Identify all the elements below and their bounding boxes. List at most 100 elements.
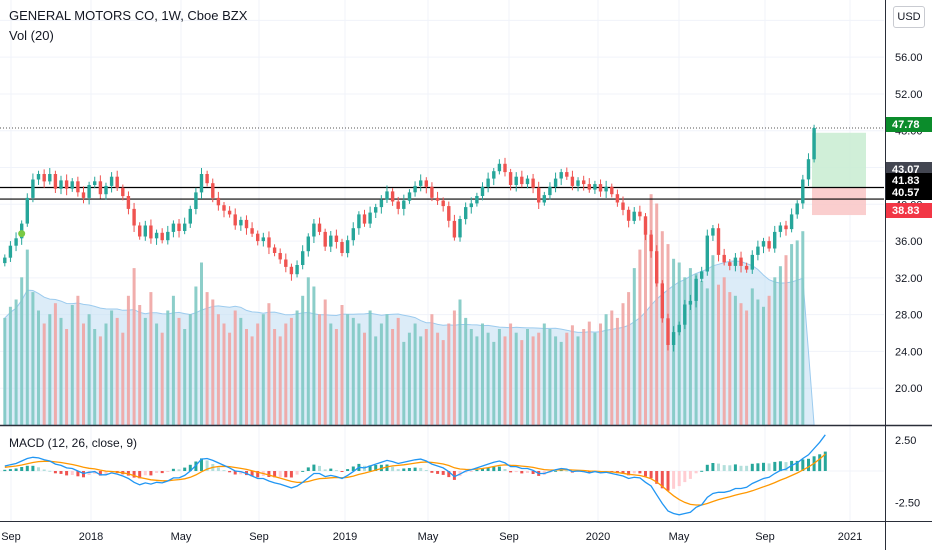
candle[interactable]	[357, 214, 361, 229]
candle[interactable]	[688, 300, 693, 305]
candle[interactable]	[655, 251, 659, 284]
candle[interactable]	[199, 174, 204, 193]
candle[interactable]	[109, 176, 114, 186]
candle[interactable]	[705, 235, 709, 272]
candle[interactable]	[3, 257, 7, 264]
candle[interactable]	[486, 178, 490, 187]
candle[interactable]	[188, 208, 192, 224]
candle[interactable]	[716, 228, 721, 255]
candle[interactable]	[312, 223, 316, 237]
candle[interactable]	[329, 235, 333, 247]
candle[interactable]	[407, 192, 412, 201]
candle[interactable]	[615, 194, 620, 203]
candle[interactable]	[301, 251, 305, 265]
candle[interactable]	[626, 209, 631, 221]
candle[interactable]	[469, 203, 473, 208]
candle[interactable]	[227, 210, 232, 215]
candle[interactable]	[503, 163, 507, 173]
candle[interactable]	[452, 220, 457, 238]
candle[interactable]	[306, 236, 310, 252]
candle[interactable]	[345, 240, 350, 254]
candle[interactable]	[166, 231, 170, 241]
candle[interactable]	[525, 178, 530, 185]
candle[interactable]	[323, 231, 327, 247]
candle[interactable]	[115, 176, 119, 188]
candle[interactable]	[87, 185, 91, 198]
candle[interactable]	[205, 174, 209, 184]
candle[interactable]	[132, 208, 136, 226]
candle[interactable]	[177, 223, 181, 231]
candle[interactable]	[666, 318, 670, 345]
candle[interactable]	[351, 228, 355, 241]
candle[interactable]	[402, 200, 406, 209]
candle[interactable]	[514, 176, 518, 185]
candle[interactable]	[542, 195, 546, 203]
candle[interactable]	[31, 179, 35, 198]
candle[interactable]	[801, 179, 805, 204]
candle[interactable]	[64, 180, 69, 189]
candle[interactable]	[267, 237, 271, 248]
symbol-title[interactable]: GENERAL MOTORS CO, 1W, Cboe BZX	[9, 8, 248, 23]
candle[interactable]	[795, 203, 799, 215]
candle[interactable]	[138, 225, 142, 237]
candle[interactable]	[576, 180, 580, 186]
candle[interactable]	[81, 192, 86, 198]
candle[interactable]	[340, 242, 344, 253]
candle[interactable]	[683, 304, 687, 325]
candle[interactable]	[475, 196, 479, 204]
candle[interactable]	[593, 184, 597, 190]
candle[interactable]	[638, 211, 642, 217]
candle[interactable]	[789, 214, 794, 230]
candle[interactable]	[694, 278, 698, 301]
stop-zone[interactable]	[812, 187, 866, 216]
candle[interactable]	[570, 176, 575, 186]
candle[interactable]	[42, 174, 46, 182]
candle[interactable]	[480, 186, 485, 196]
candle[interactable]	[806, 159, 811, 180]
candle[interactable]	[492, 171, 496, 179]
candle[interactable]	[284, 259, 288, 267]
candle[interactable]	[233, 214, 237, 226]
candle[interactable]	[171, 223, 176, 232]
candle[interactable]	[374, 207, 378, 213]
candle[interactable]	[121, 187, 125, 197]
candle[interactable]	[435, 197, 440, 201]
candle[interactable]	[660, 283, 664, 319]
candle[interactable]	[272, 247, 277, 254]
candle[interactable]	[430, 186, 434, 198]
candle[interactable]	[154, 232, 159, 239]
candle[interactable]	[458, 219, 462, 238]
candle[interactable]	[239, 219, 243, 226]
candle[interactable]	[183, 223, 187, 231]
candle[interactable]	[565, 172, 569, 177]
candle[interactable]	[143, 225, 147, 237]
target-zone[interactable]	[812, 132, 866, 188]
candle[interactable]	[317, 223, 322, 232]
candle[interactable]	[773, 231, 777, 249]
candle[interactable]	[733, 257, 738, 266]
candle[interactable]	[621, 202, 625, 210]
candle[interactable]	[8, 245, 13, 258]
candle[interactable]	[250, 228, 254, 234]
candle[interactable]	[812, 128, 816, 160]
candle[interactable]	[728, 262, 732, 266]
candle[interactable]	[649, 234, 653, 252]
candle[interactable]	[587, 184, 591, 190]
candle[interactable]	[222, 205, 226, 211]
candle[interactable]	[396, 201, 400, 209]
signal-marker[interactable]	[18, 230, 26, 238]
candle[interactable]	[98, 181, 103, 195]
candle[interactable]	[553, 178, 558, 187]
candle[interactable]	[537, 187, 541, 203]
candle[interactable]	[256, 233, 260, 242]
candle[interactable]	[76, 181, 80, 193]
candle[interactable]	[261, 237, 265, 242]
candle[interactable]	[211, 183, 215, 198]
volume-study-label[interactable]: Vol (20)	[9, 28, 54, 43]
candle[interactable]	[464, 207, 468, 220]
candle[interactable]	[671, 332, 676, 345]
candle[interactable]	[244, 219, 249, 229]
candle[interactable]	[520, 176, 524, 185]
candle[interactable]	[419, 180, 423, 186]
